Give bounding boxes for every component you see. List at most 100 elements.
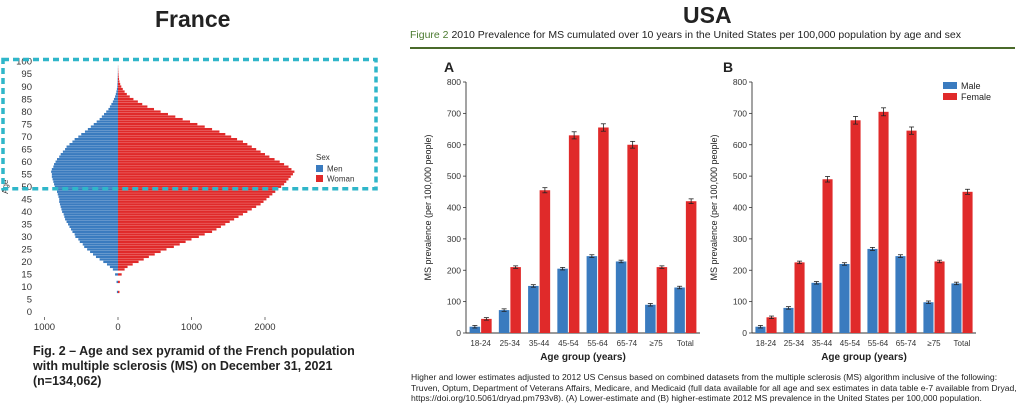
y-tick-label: 0 bbox=[456, 328, 461, 338]
men-bar bbox=[64, 216, 118, 218]
men-bar bbox=[103, 261, 118, 263]
men-bar bbox=[52, 173, 118, 175]
y-tick-label: 700 bbox=[733, 108, 747, 118]
woman-bar bbox=[118, 253, 155, 255]
men-bar bbox=[91, 125, 118, 127]
woman-bar bbox=[118, 196, 269, 198]
men-bar bbox=[102, 115, 118, 117]
female-bar bbox=[569, 135, 580, 333]
woman-bar bbox=[118, 103, 142, 105]
men-bar bbox=[96, 256, 118, 258]
woman-bar bbox=[118, 110, 161, 112]
x-tick-label: 35-44 bbox=[529, 339, 550, 348]
men-bar bbox=[114, 98, 118, 100]
x-tick-label: Total bbox=[954, 339, 971, 348]
woman-bar bbox=[118, 263, 133, 265]
men-bar bbox=[93, 253, 118, 255]
men-bar bbox=[108, 108, 118, 110]
men-bar bbox=[58, 196, 118, 198]
woman-bar bbox=[118, 123, 197, 125]
male-bar bbox=[557, 269, 568, 333]
y-tick-label: 0 bbox=[742, 328, 747, 338]
y-tick-label: 10 bbox=[21, 282, 32, 293]
panel-letter: A bbox=[444, 59, 454, 75]
male-bar bbox=[923, 302, 933, 333]
men-bar bbox=[116, 90, 118, 92]
woman-bar bbox=[118, 163, 284, 165]
male-bar bbox=[895, 256, 905, 333]
legend-swatch-woman bbox=[316, 175, 323, 182]
woman-bar bbox=[118, 261, 139, 263]
panel-letter: B bbox=[723, 59, 733, 75]
men-bar bbox=[52, 168, 118, 170]
men-bar bbox=[104, 113, 118, 115]
men-bar bbox=[75, 233, 118, 235]
woman-bar bbox=[118, 273, 122, 275]
male-bar bbox=[674, 288, 685, 333]
woman-bar bbox=[118, 268, 125, 270]
men-bar bbox=[58, 193, 118, 195]
men-bar bbox=[59, 198, 118, 200]
y-tick-label: 0 bbox=[27, 307, 32, 318]
male-bar bbox=[783, 308, 793, 333]
female-bar bbox=[627, 145, 638, 333]
woman-bar bbox=[118, 166, 289, 168]
men-bar bbox=[84, 246, 118, 248]
legend-swatch-female bbox=[943, 93, 957, 100]
men-bar bbox=[97, 120, 118, 122]
woman-bar bbox=[118, 221, 230, 223]
men-bar bbox=[59, 201, 118, 203]
x-tick-label: 45-54 bbox=[558, 339, 579, 348]
y-tick-label: 5 bbox=[27, 295, 32, 306]
woman-bar bbox=[118, 203, 261, 205]
woman-bar bbox=[118, 85, 121, 87]
men-bar bbox=[51, 171, 118, 173]
france-figure-caption: Fig. 2 – Age and sex pyramid of the Fren… bbox=[33, 344, 383, 389]
men-bar bbox=[110, 105, 118, 107]
men-bar bbox=[111, 103, 118, 105]
woman-bar bbox=[118, 183, 284, 185]
legend-label-male: Male bbox=[961, 81, 981, 91]
y-tick-label: 700 bbox=[447, 108, 461, 118]
men-bar bbox=[67, 221, 118, 223]
woman-bar bbox=[118, 211, 247, 213]
men-bar bbox=[83, 243, 118, 245]
woman-bar bbox=[118, 136, 231, 138]
y-tick-label: 35 bbox=[21, 220, 32, 231]
woman-bar bbox=[118, 148, 256, 150]
y-tick-label: 100 bbox=[447, 297, 461, 307]
woman-bar bbox=[118, 108, 154, 110]
female-bar bbox=[823, 179, 833, 333]
x-tick-label: 25-34 bbox=[500, 339, 521, 348]
woman-bar bbox=[118, 118, 183, 120]
men-bar bbox=[117, 281, 118, 283]
woman-bar bbox=[118, 133, 225, 135]
x-axis-label: Age group (years) bbox=[540, 352, 626, 363]
x-tick-label: 55-64 bbox=[868, 339, 889, 348]
title-rule bbox=[410, 47, 1015, 49]
woman-bar bbox=[118, 100, 138, 102]
men-bar bbox=[72, 141, 118, 143]
female-bar bbox=[907, 131, 917, 333]
male-bar bbox=[587, 256, 598, 333]
woman-bar bbox=[118, 105, 147, 107]
woman-bar bbox=[118, 251, 161, 253]
y-tick-label: 95 bbox=[21, 69, 32, 80]
men-bar bbox=[62, 211, 118, 213]
men-bar bbox=[110, 266, 118, 268]
y-tick-label: 800 bbox=[447, 77, 461, 87]
y-tick-label: 20 bbox=[21, 257, 32, 268]
woman-bar bbox=[118, 153, 265, 155]
woman-bar bbox=[118, 193, 272, 195]
figure-title-text: 2010 Prevalence for MS cumulated over 10… bbox=[451, 29, 961, 41]
woman-bar bbox=[118, 83, 120, 85]
woman-bar bbox=[118, 125, 205, 127]
female-bar bbox=[935, 261, 945, 333]
men-bar bbox=[56, 161, 118, 163]
woman-bar bbox=[118, 218, 234, 220]
y-tick-label: 60 bbox=[21, 157, 32, 168]
y-tick-label: 55 bbox=[21, 169, 32, 180]
men-bar bbox=[67, 146, 118, 148]
men-bar bbox=[115, 273, 118, 275]
men-bar bbox=[53, 181, 118, 183]
